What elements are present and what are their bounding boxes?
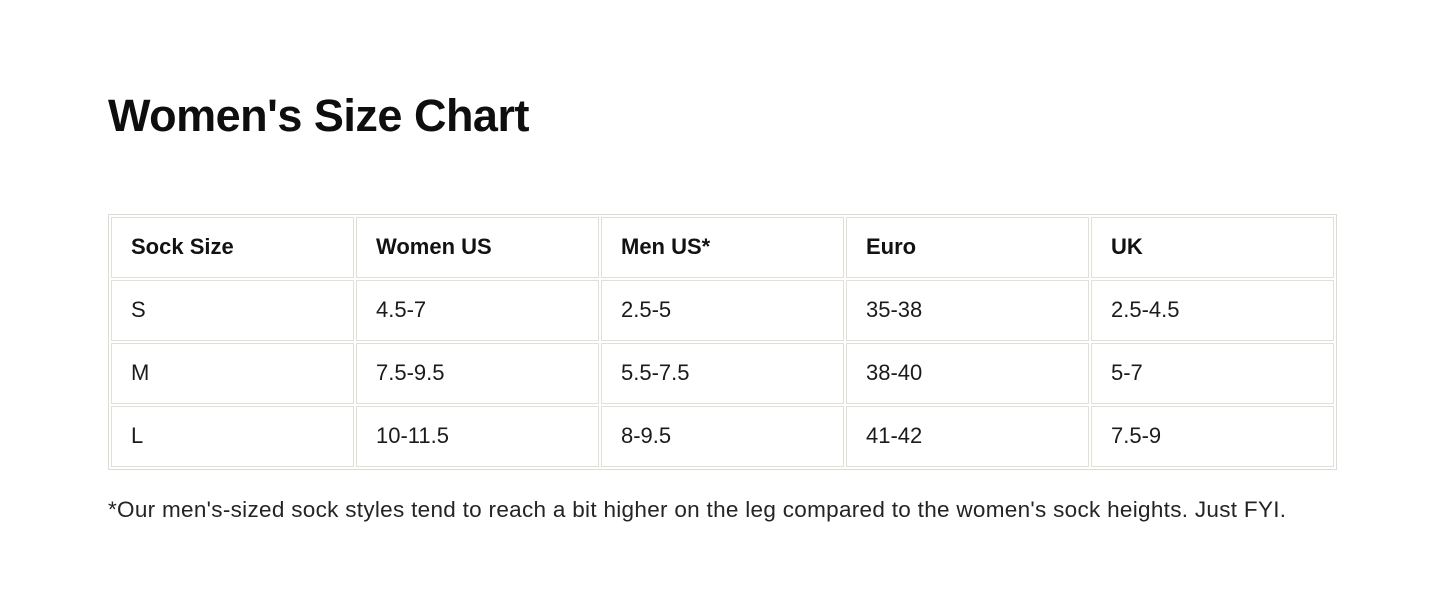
cell-uk: 7.5-9: [1091, 406, 1334, 467]
size-chart-section: Women's Size Chart Sock Size Women US Me…: [108, 0, 1337, 525]
page-title: Women's Size Chart: [108, 90, 529, 141]
cell-women-us: 4.5-7: [356, 280, 599, 341]
header-cell-women-us: Women US: [356, 217, 599, 278]
table-row-size-s: S 4.5-7 2.5-5 35-38 2.5-4.5: [111, 280, 1334, 341]
cell-men-us: 2.5-5: [601, 280, 844, 341]
cell-women-us: 7.5-9.5: [356, 343, 599, 404]
cell-size-label: M: [111, 343, 354, 404]
cell-uk: 5-7: [1091, 343, 1334, 404]
cell-men-us: 8-9.5: [601, 406, 844, 467]
size-chart-table: Sock Size Women US Men US* Euro UK S 4.5…: [108, 214, 1337, 470]
table-row-size-m: M 7.5-9.5 5.5-7.5 38-40 5-7: [111, 343, 1334, 404]
header-cell-sock-size: Sock Size: [111, 217, 354, 278]
mens-sizing-footnote: *Our men's-sized sock styles tend to rea…: [108, 497, 1287, 522]
size-chart-table-header: Sock Size Women US Men US* Euro UK: [111, 217, 1334, 278]
cell-women-us: 10-11.5: [356, 406, 599, 467]
cell-euro: 41-42: [846, 406, 1089, 467]
cell-euro: 38-40: [846, 343, 1089, 404]
size-chart-table-body: S 4.5-7 2.5-5 35-38 2.5-4.5 M 7.5-9.5 5.…: [111, 280, 1334, 467]
table-row-size-l: L 10-11.5 8-9.5 41-42 7.5-9: [111, 406, 1334, 467]
header-cell-men-us: Men US*: [601, 217, 844, 278]
cell-size-label: L: [111, 406, 354, 467]
cell-euro: 35-38: [846, 280, 1089, 341]
cell-uk: 2.5-4.5: [1091, 280, 1334, 341]
header-cell-euro: Euro: [846, 217, 1089, 278]
cell-men-us: 5.5-7.5: [601, 343, 844, 404]
header-cell-uk: UK: [1091, 217, 1334, 278]
header-row: Sock Size Women US Men US* Euro UK: [111, 217, 1334, 278]
cell-size-label: S: [111, 280, 354, 341]
